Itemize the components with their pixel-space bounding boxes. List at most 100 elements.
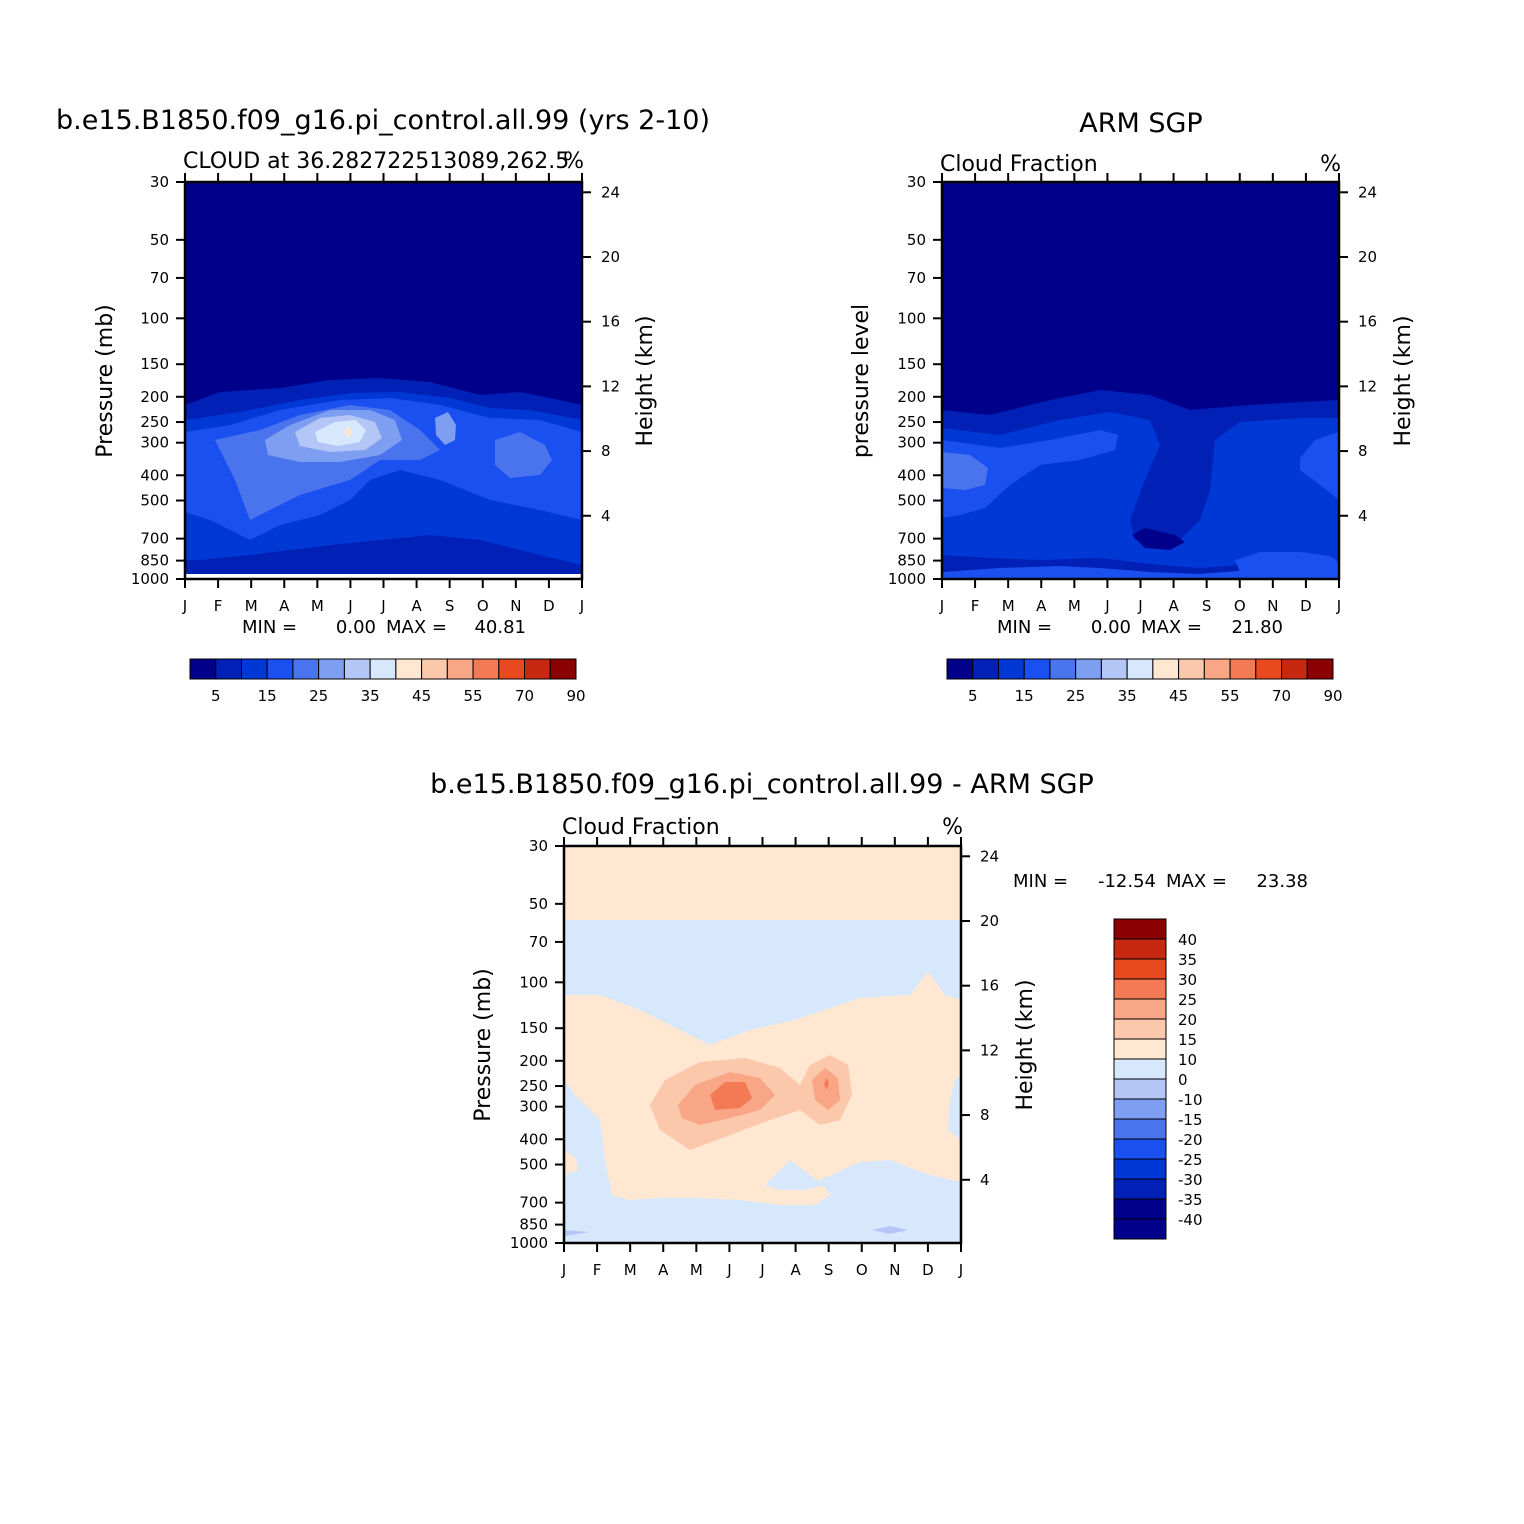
colorbar-label: 5 — [211, 687, 221, 705]
panel2-title: ARM SGP — [1079, 108, 1202, 139]
x-tick-label: J — [380, 597, 385, 615]
x-tick-label: A — [411, 597, 422, 615]
y-tick-label: 850 — [140, 552, 169, 570]
panel3-ylabel-right: Height (km) — [1013, 979, 1038, 1110]
panel3-max-label: MAX = — [1166, 871, 1227, 892]
colorbar-label: 15 — [1178, 1031, 1197, 1049]
colorbar-swatch — [1075, 658, 1102, 680]
x-tick-label: J — [1104, 597, 1109, 615]
x-tick-label: M — [1068, 597, 1081, 615]
y-tick-label: 100 — [897, 309, 926, 327]
panel3-colorbar: 40 35 30 25 20 15 10 0 -10 -15 -20 -25 -30 -35 -40 — [1113, 918, 1203, 1240]
colorbar-swatch — [369, 658, 397, 680]
x-tick-label: A — [658, 1261, 669, 1279]
y-tick-label: 200 — [897, 388, 926, 406]
y-tick-label: 70 — [907, 269, 926, 287]
x-tick-label: A — [790, 1261, 801, 1279]
x-tick-label: J — [1336, 597, 1341, 615]
panel3-max-value: 23.38 — [1256, 871, 1308, 892]
y-tick-label: 700 — [140, 530, 169, 548]
y-tick-label: 500 — [140, 492, 169, 510]
panel3-fill-neg-edge — [564, 1230, 590, 1236]
colorbar-swatch — [1113, 958, 1167, 980]
colorbar-label: 10 — [1178, 1051, 1197, 1069]
y-right-tick-label: 24 — [601, 183, 620, 201]
colorbar-swatch — [1126, 658, 1154, 680]
y-tick-label: 850 — [897, 552, 926, 570]
x-tick-label: A — [279, 597, 290, 615]
panel3-fill-20b — [824, 1078, 829, 1090]
x-tick-label: M — [690, 1261, 703, 1279]
y-tick-label: 30 — [907, 173, 926, 191]
x-tick-label: J — [561, 1261, 566, 1279]
colorbar-label: 25 — [1066, 687, 1085, 705]
y-tick-label: 100 — [519, 973, 548, 991]
x-tick-label: F — [971, 597, 980, 615]
y-right-tick-label: 4 — [980, 1171, 990, 1189]
y-tick-label: 30 — [529, 837, 548, 855]
colorbar-label: -20 — [1178, 1131, 1203, 1149]
panel2-ylabel: pressure level — [849, 304, 874, 458]
panel2-fill-dark-pocket — [1132, 528, 1185, 550]
panel1-ylabel: Pressure (mb) — [93, 304, 118, 458]
panel2-colorbar: 5 15 25 35 45 55 70 90 — [946, 658, 1343, 705]
y-tick-label: 100 — [140, 309, 169, 327]
colorbar-label: 35 — [361, 687, 380, 705]
panel2-max-label: MAX = — [1141, 617, 1202, 638]
colorbar-label: 55 — [464, 687, 483, 705]
panel1-surface — [185, 574, 582, 579]
x-tick-label: F — [214, 597, 223, 615]
y-right-tick-label: 16 — [980, 977, 999, 995]
colorbar-swatch — [1113, 1198, 1167, 1220]
colorbar-label: 70 — [1272, 687, 1291, 705]
panel1-contours — [185, 182, 582, 579]
colorbar-label: -10 — [1178, 1091, 1203, 1109]
colorbar-swatch — [266, 658, 294, 680]
panel-obs: ARM SGP Cloud Fraction % J F M A M J J A S O N D J 30… — [849, 108, 1416, 705]
colorbar-swatch — [343, 658, 371, 680]
panel3-fill-neg-blob — [872, 1226, 908, 1234]
colorbar-label: 0 — [1178, 1071, 1188, 1089]
y-right-tick-label: 12 — [601, 377, 620, 395]
x-tick-label: J — [958, 1261, 963, 1279]
colorbar-label: -30 — [1178, 1171, 1203, 1189]
colorbar-label: -25 — [1178, 1151, 1203, 1169]
panel-model: b.e15.B1850.f09_g16.pi_control.all.99 (y… — [56, 105, 710, 705]
y-right-tick-label: 20 — [601, 248, 620, 266]
colorbar-swatch — [1113, 1078, 1167, 1100]
panel1-units: % — [563, 149, 584, 174]
x-tick-label: S — [824, 1261, 834, 1279]
panel3-ylabel: Pressure (mb) — [471, 968, 496, 1122]
colorbar-label: 30 — [1178, 971, 1197, 989]
colorbar-swatch — [1113, 1098, 1167, 1120]
colorbar-swatch — [972, 658, 999, 680]
x-tick-label: N — [1267, 597, 1278, 615]
y-tick-label: 200 — [140, 388, 169, 406]
y-tick-label: 150 — [897, 355, 926, 373]
colorbar-swatch — [1281, 658, 1308, 680]
x-tick-label: J — [182, 597, 187, 615]
colorbar-swatch — [1306, 658, 1334, 680]
y-right-tick-label: 24 — [980, 847, 999, 865]
panel3-title: b.e15.B1850.f09_g16.pi_control.all.99 - … — [430, 769, 1094, 800]
x-tick-label: D — [543, 597, 555, 615]
colorbar-label: 15 — [1015, 687, 1034, 705]
y-tick-label: 50 — [150, 231, 169, 249]
panel2-ylabel-right: Height (km) — [1391, 315, 1416, 446]
colorbar-swatch — [1113, 918, 1167, 940]
panel2-max-value: 21.80 — [1231, 617, 1283, 638]
y-tick-label: 70 — [150, 269, 169, 287]
x-tick-label: M — [624, 1261, 637, 1279]
colorbar-label: 45 — [412, 687, 431, 705]
x-tick-label: M — [311, 597, 324, 615]
panel3-fill-20 — [710, 1082, 752, 1110]
colorbar-swatch — [1229, 658, 1257, 680]
panel2-units: % — [1320, 152, 1341, 177]
colorbar-swatch — [318, 658, 345, 680]
y-tick-label: 70 — [529, 933, 548, 951]
panel2-fill-level3 — [942, 430, 1118, 518]
colorbar-swatch — [1255, 658, 1283, 680]
colorbar-swatch — [1023, 658, 1051, 680]
colorbar-swatch — [1113, 1138, 1167, 1160]
colorbar-swatch — [1113, 1058, 1167, 1080]
